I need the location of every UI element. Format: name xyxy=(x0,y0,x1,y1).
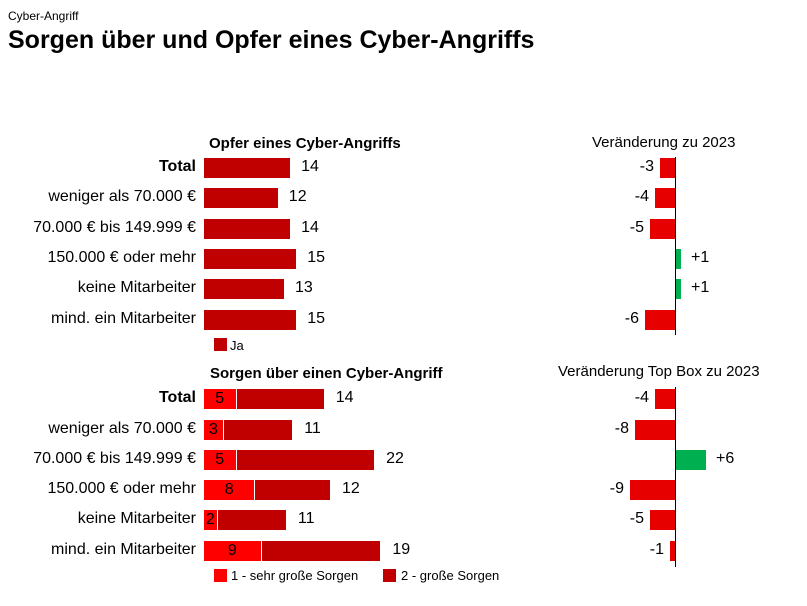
bar-sehr-gross: 8 xyxy=(204,480,255,500)
legend-swatch-sehr-gross xyxy=(214,569,227,582)
category-label: weniger als 70.000 € xyxy=(48,188,196,205)
value-label: 12 xyxy=(342,480,360,497)
delta-bar-negative xyxy=(650,510,675,530)
panel-title-sorgen: Sorgen über einen Cyber-Angriff xyxy=(210,365,443,382)
delta-label: +6 xyxy=(716,450,735,467)
panel-title-delta2: Veränderung Top Box zu 2023 xyxy=(558,363,760,380)
delta-bar-negative xyxy=(635,420,675,440)
page-title: Sorgen über und Opfer eines Cyber-Angrif… xyxy=(8,26,535,54)
delta-label: -4 xyxy=(634,188,649,205)
bar-sehr-gross: 5 xyxy=(204,389,236,409)
legend-label-gross: 2 - große Sorgen xyxy=(401,568,500,583)
delta-label: -8 xyxy=(614,420,629,437)
bar-gross xyxy=(236,389,324,409)
supertitle: Cyber-Angriff xyxy=(8,9,79,23)
bar-ja xyxy=(204,279,284,299)
bar-sehr-gross: 9 xyxy=(204,541,261,561)
bar-ja xyxy=(204,219,291,239)
value-label: 11 xyxy=(304,420,321,437)
delta1-axis xyxy=(675,157,676,335)
delta-bar-positive xyxy=(676,249,681,269)
bar-sehr-gross: 3 xyxy=(204,420,223,440)
value-label: 12 xyxy=(288,188,307,205)
delta-label: -3 xyxy=(639,158,654,175)
legend-swatch-gross xyxy=(383,569,396,582)
delta-label: -5 xyxy=(629,219,644,236)
bar-ja xyxy=(204,158,291,178)
category-label: mind. ein Mitarbeiter xyxy=(51,541,196,558)
panel-title-opfer: Opfer eines Cyber-Angriffs xyxy=(209,135,401,152)
delta-bar-negative xyxy=(655,389,675,409)
category-label: Total xyxy=(158,158,196,175)
delta-label: -6 xyxy=(624,310,639,327)
bar-gross xyxy=(255,480,330,500)
delta-label: -5 xyxy=(629,510,644,527)
value-label: 13 xyxy=(294,279,313,296)
delta-label: -1 xyxy=(649,541,664,558)
value-label: 14 xyxy=(335,389,354,406)
category-label: Total xyxy=(158,389,196,406)
bar-ja xyxy=(204,249,297,269)
bar-ja xyxy=(204,310,297,330)
delta-bar-negative xyxy=(645,310,675,330)
value-label: 19 xyxy=(392,541,411,558)
value-label: 11 xyxy=(297,510,315,527)
bar-sehr-gross: 5 xyxy=(204,450,236,470)
bar-gross xyxy=(223,420,293,440)
bar-sehr-gross: 2 xyxy=(204,510,217,530)
bar-gross xyxy=(217,510,286,530)
bar-ja xyxy=(204,188,278,208)
category-label: weniger als 70.000 € xyxy=(48,420,196,437)
value-label: 14 xyxy=(301,219,319,236)
delta-bar-negative xyxy=(670,541,675,561)
delta-bar-negative xyxy=(630,480,675,500)
value-label: 14 xyxy=(301,158,319,175)
delta-label: -9 xyxy=(609,480,624,497)
value-label: 22 xyxy=(386,450,404,467)
category-label: mind. ein Mitarbeiter xyxy=(51,310,196,327)
legend-swatch-ja xyxy=(214,338,227,351)
delta-bar-negative xyxy=(655,188,675,208)
category-label: 70.000 € bis 149.999 € xyxy=(33,450,196,467)
panel-title-delta1: Veränderung zu 2023 xyxy=(592,134,736,151)
bar-gross xyxy=(236,450,375,470)
delta-label: -4 xyxy=(634,389,649,406)
category-label: 70.000 € bis 149.999 € xyxy=(33,219,196,236)
value-label: 15 xyxy=(307,249,326,266)
delta-bar-positive xyxy=(676,450,706,470)
category-label: keine Mitarbeiter xyxy=(77,279,196,296)
delta-bar-negative xyxy=(650,219,675,239)
category-label: 150.000 € oder mehr xyxy=(47,480,196,497)
delta-label: +1 xyxy=(691,249,710,266)
category-label: keine Mitarbeiter xyxy=(77,510,196,527)
legend-label-sehr-gross: 1 - sehr große Sorgen xyxy=(231,568,359,583)
legend-label-ja: Ja xyxy=(230,338,244,353)
delta-bar-positive xyxy=(676,279,681,299)
delta2-axis xyxy=(675,387,676,567)
delta-label: +1 xyxy=(691,279,710,296)
delta-bar-negative xyxy=(660,158,675,178)
value-label: 15 xyxy=(307,310,326,327)
bar-gross xyxy=(261,541,381,561)
category-label: 150.000 € oder mehr xyxy=(47,249,196,266)
